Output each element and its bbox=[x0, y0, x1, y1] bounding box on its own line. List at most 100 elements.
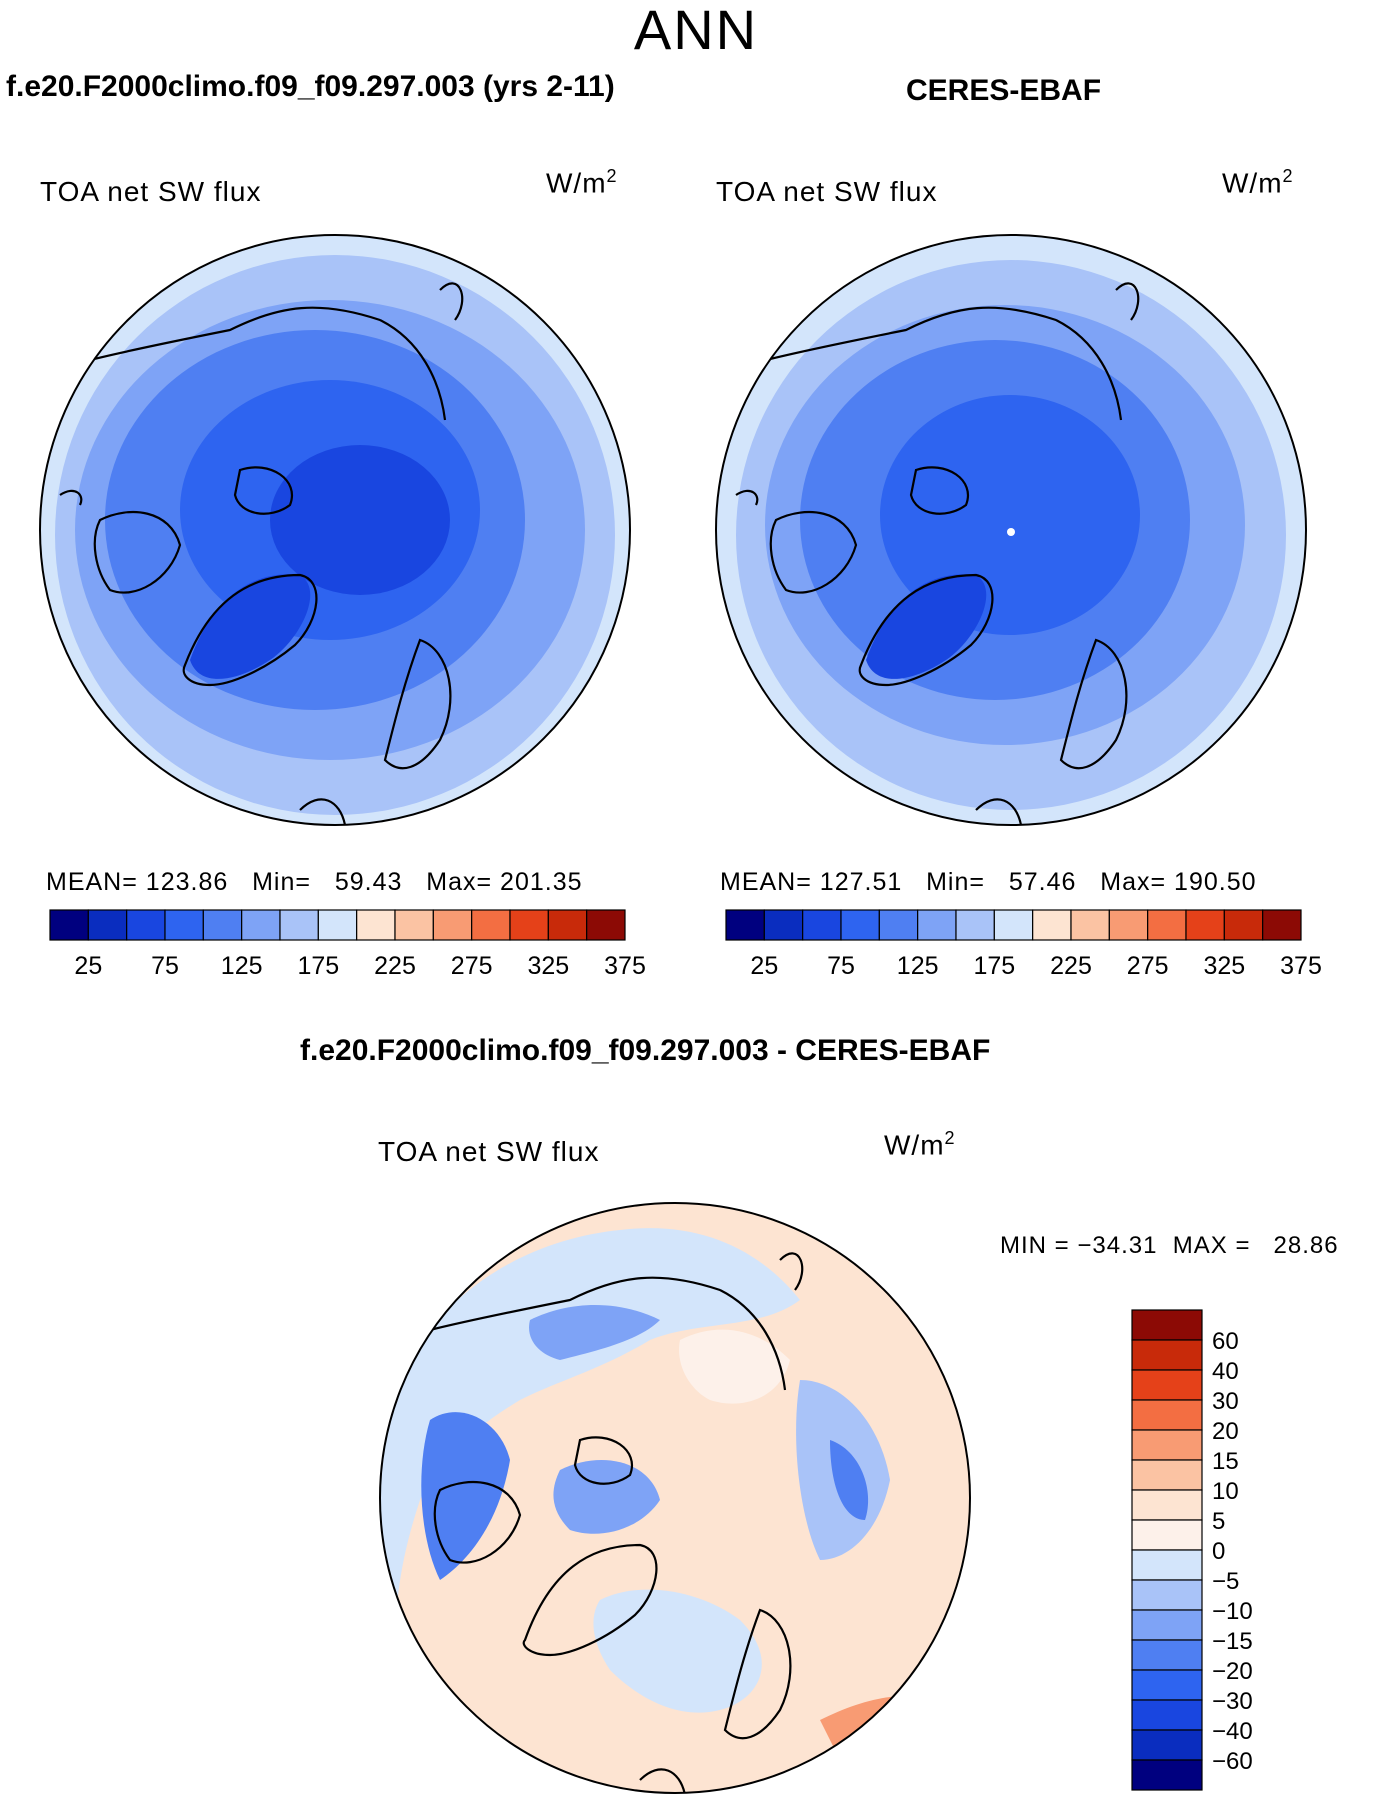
diff-colorbar-tick-label: 5 bbox=[1212, 1508, 1225, 1535]
diff-negative-region-1 bbox=[380, 1228, 800, 1680]
obs-variable-label: TOA net SW flux bbox=[716, 176, 938, 207]
obs-stats: MEAN= 127.51 Min= 57.46 Max= 190.50 bbox=[720, 868, 1257, 897]
model-colorbar-tick-label: 75 bbox=[151, 952, 179, 980]
model-colorbar-box bbox=[432, 909, 473, 941]
diff-negative-region-3 bbox=[529, 1305, 660, 1360]
obs-mean-value: 127.51 bbox=[819, 868, 903, 896]
diff-colorbar-tick-label: 30 bbox=[1212, 1388, 1239, 1415]
diff-colorbar-tick-label: 15 bbox=[1212, 1448, 1239, 1475]
diff-colorbar-box bbox=[1131, 1339, 1203, 1371]
model-coastlines bbox=[59, 282, 464, 825]
model-mean-value: 123.86 bbox=[145, 868, 229, 896]
obs-colorbar-box bbox=[763, 909, 804, 941]
model-colorbar: 25 75 125 175 225 275 325 375 bbox=[49, 909, 646, 980]
model-colorbar-box bbox=[586, 909, 626, 941]
obs-colorbar-tick-label: 25 bbox=[750, 952, 778, 980]
model-colorbar-tick-label: 275 bbox=[451, 952, 493, 980]
model-colorbar-box bbox=[317, 909, 358, 941]
obs-colorbar-box bbox=[1185, 909, 1225, 941]
diff-stats: MIN = −34.31 MAX = 28.86 bbox=[1000, 1232, 1339, 1260]
diff-colorbar-tick-label: 60 bbox=[1212, 1328, 1239, 1355]
model-colorbar-box bbox=[547, 909, 588, 941]
obs-colorbar-tick-label: 125 bbox=[897, 952, 939, 980]
diff-min-value: −34.31 bbox=[1077, 1232, 1158, 1259]
diff-negative-region-7 bbox=[593, 1589, 762, 1713]
obs-pole-marker bbox=[1007, 528, 1015, 536]
model-colorbar-box bbox=[202, 909, 243, 941]
model-colorbar-box bbox=[279, 909, 319, 941]
model-colorbar-tick-label: 175 bbox=[297, 952, 339, 980]
diff-colorbar-box bbox=[1131, 1549, 1203, 1581]
season-title: ANN bbox=[633, 0, 759, 61]
model-colorbar-tick-label: 325 bbox=[527, 952, 569, 980]
diff-map-border bbox=[379, 1202, 971, 1794]
model-colorbar-box bbox=[394, 909, 434, 941]
obs-colorbar-box bbox=[955, 909, 995, 941]
model-greenland-shade bbox=[190, 574, 311, 679]
diff-negative-region-6 bbox=[553, 1460, 660, 1534]
obs-colorbar-box bbox=[1032, 909, 1072, 941]
obs-colorbar-box bbox=[1108, 909, 1149, 941]
obs-max-value: 190.50 bbox=[1174, 868, 1257, 896]
obs-colorbar-box bbox=[993, 909, 1034, 941]
obs-map-border bbox=[715, 234, 1307, 826]
diff-colorbar-tick-label: −20 bbox=[1212, 1658, 1253, 1685]
diff-panel-title: f.e20.F2000climo.f09_f09.297.003 - CERES… bbox=[300, 1034, 991, 1067]
model-variable-label: TOA net SW flux bbox=[40, 176, 262, 207]
obs-colorbar-box bbox=[725, 909, 765, 941]
diff-coastlines bbox=[429, 1252, 804, 1793]
model-min-value: 59.43 bbox=[334, 868, 403, 896]
model-colorbar-box bbox=[241, 909, 281, 941]
diff-colorbar-tick-label: −15 bbox=[1212, 1628, 1253, 1655]
diff-colorbar-tick-label: 10 bbox=[1212, 1478, 1239, 1505]
model-map bbox=[40, 235, 630, 825]
obs-colorbar-box bbox=[802, 909, 842, 941]
model-map-border bbox=[39, 234, 631, 826]
diff-units-label: W/m2 bbox=[884, 1128, 956, 1161]
obs-coastlines bbox=[735, 282, 1140, 825]
model-colorbar-tick-label: 125 bbox=[221, 952, 263, 980]
model-colorbar-tick-label: 375 bbox=[604, 952, 646, 980]
model-colorbar-tick-label: 25 bbox=[74, 952, 102, 980]
model-colorbar-box bbox=[509, 909, 549, 941]
obs-colorbar-box bbox=[917, 909, 957, 941]
obs-colorbar-tick-label: 75 bbox=[827, 952, 855, 980]
diff-colorbar-tick-label: −5 bbox=[1212, 1568, 1239, 1595]
diff-colorbar-box bbox=[1131, 1309, 1203, 1341]
model-colorbar-box bbox=[49, 909, 89, 941]
diff-colorbar-box bbox=[1131, 1489, 1203, 1521]
diff-colorbar-tick-label: −40 bbox=[1212, 1718, 1253, 1745]
model-colorbar-box bbox=[164, 909, 204, 941]
obs-units-label: W/m2 bbox=[1222, 166, 1294, 199]
diff-max-value: 28.86 bbox=[1273, 1232, 1339, 1259]
obs-colorbar-tick-label: 175 bbox=[973, 952, 1015, 980]
model-max-label: Max= bbox=[426, 868, 493, 896]
diff-colorbar-box bbox=[1131, 1729, 1203, 1761]
obs-colorbar-box bbox=[840, 909, 880, 941]
model-stats: MEAN= 123.86 Min= 59.43 Max= 201.35 bbox=[46, 868, 583, 897]
diff-colorbar-box bbox=[1131, 1609, 1203, 1641]
model-colorbar-tick-label: 225 bbox=[374, 952, 416, 980]
diff-colorbar-tick-label: 40 bbox=[1212, 1358, 1239, 1385]
obs-max-label: Max= bbox=[1100, 868, 1167, 896]
obs-colorbar-tick-label: 275 bbox=[1127, 952, 1169, 980]
diff-zero-region bbox=[679, 1329, 790, 1404]
model-colorbar-box bbox=[471, 909, 511, 941]
model-colorbar-box bbox=[126, 909, 166, 941]
diff-colorbar-box bbox=[1131, 1399, 1203, 1431]
obs-colorbar: 25 75 125 175 225 275 325 375 bbox=[725, 909, 1322, 980]
obs-mean-label: MEAN= bbox=[720, 868, 812, 896]
obs-colorbar-box bbox=[1223, 909, 1264, 941]
diff-colorbar: 60 40 30 20 15 10 5 0 −5 −10 −15 −20 −30 −40 −60 bbox=[1131, 1309, 1253, 1791]
model-mean-label: MEAN= bbox=[46, 868, 138, 896]
diff-colorbar-box bbox=[1131, 1459, 1203, 1491]
model-colorbar-box bbox=[87, 909, 128, 941]
diff-negative-region-2 bbox=[421, 1412, 510, 1580]
diff-colorbar-box bbox=[1131, 1579, 1203, 1611]
diff-colorbar-tick-label: 0 bbox=[1212, 1538, 1225, 1565]
model-colorbar-box bbox=[356, 909, 396, 941]
diff-colorbar-tick-label: −30 bbox=[1212, 1688, 1253, 1715]
model-panel-title: f.e20.F2000climo.f09_f09.297.003 (yrs 2-… bbox=[6, 70, 615, 103]
obs-colorbar-tick-label: 325 bbox=[1203, 952, 1245, 980]
